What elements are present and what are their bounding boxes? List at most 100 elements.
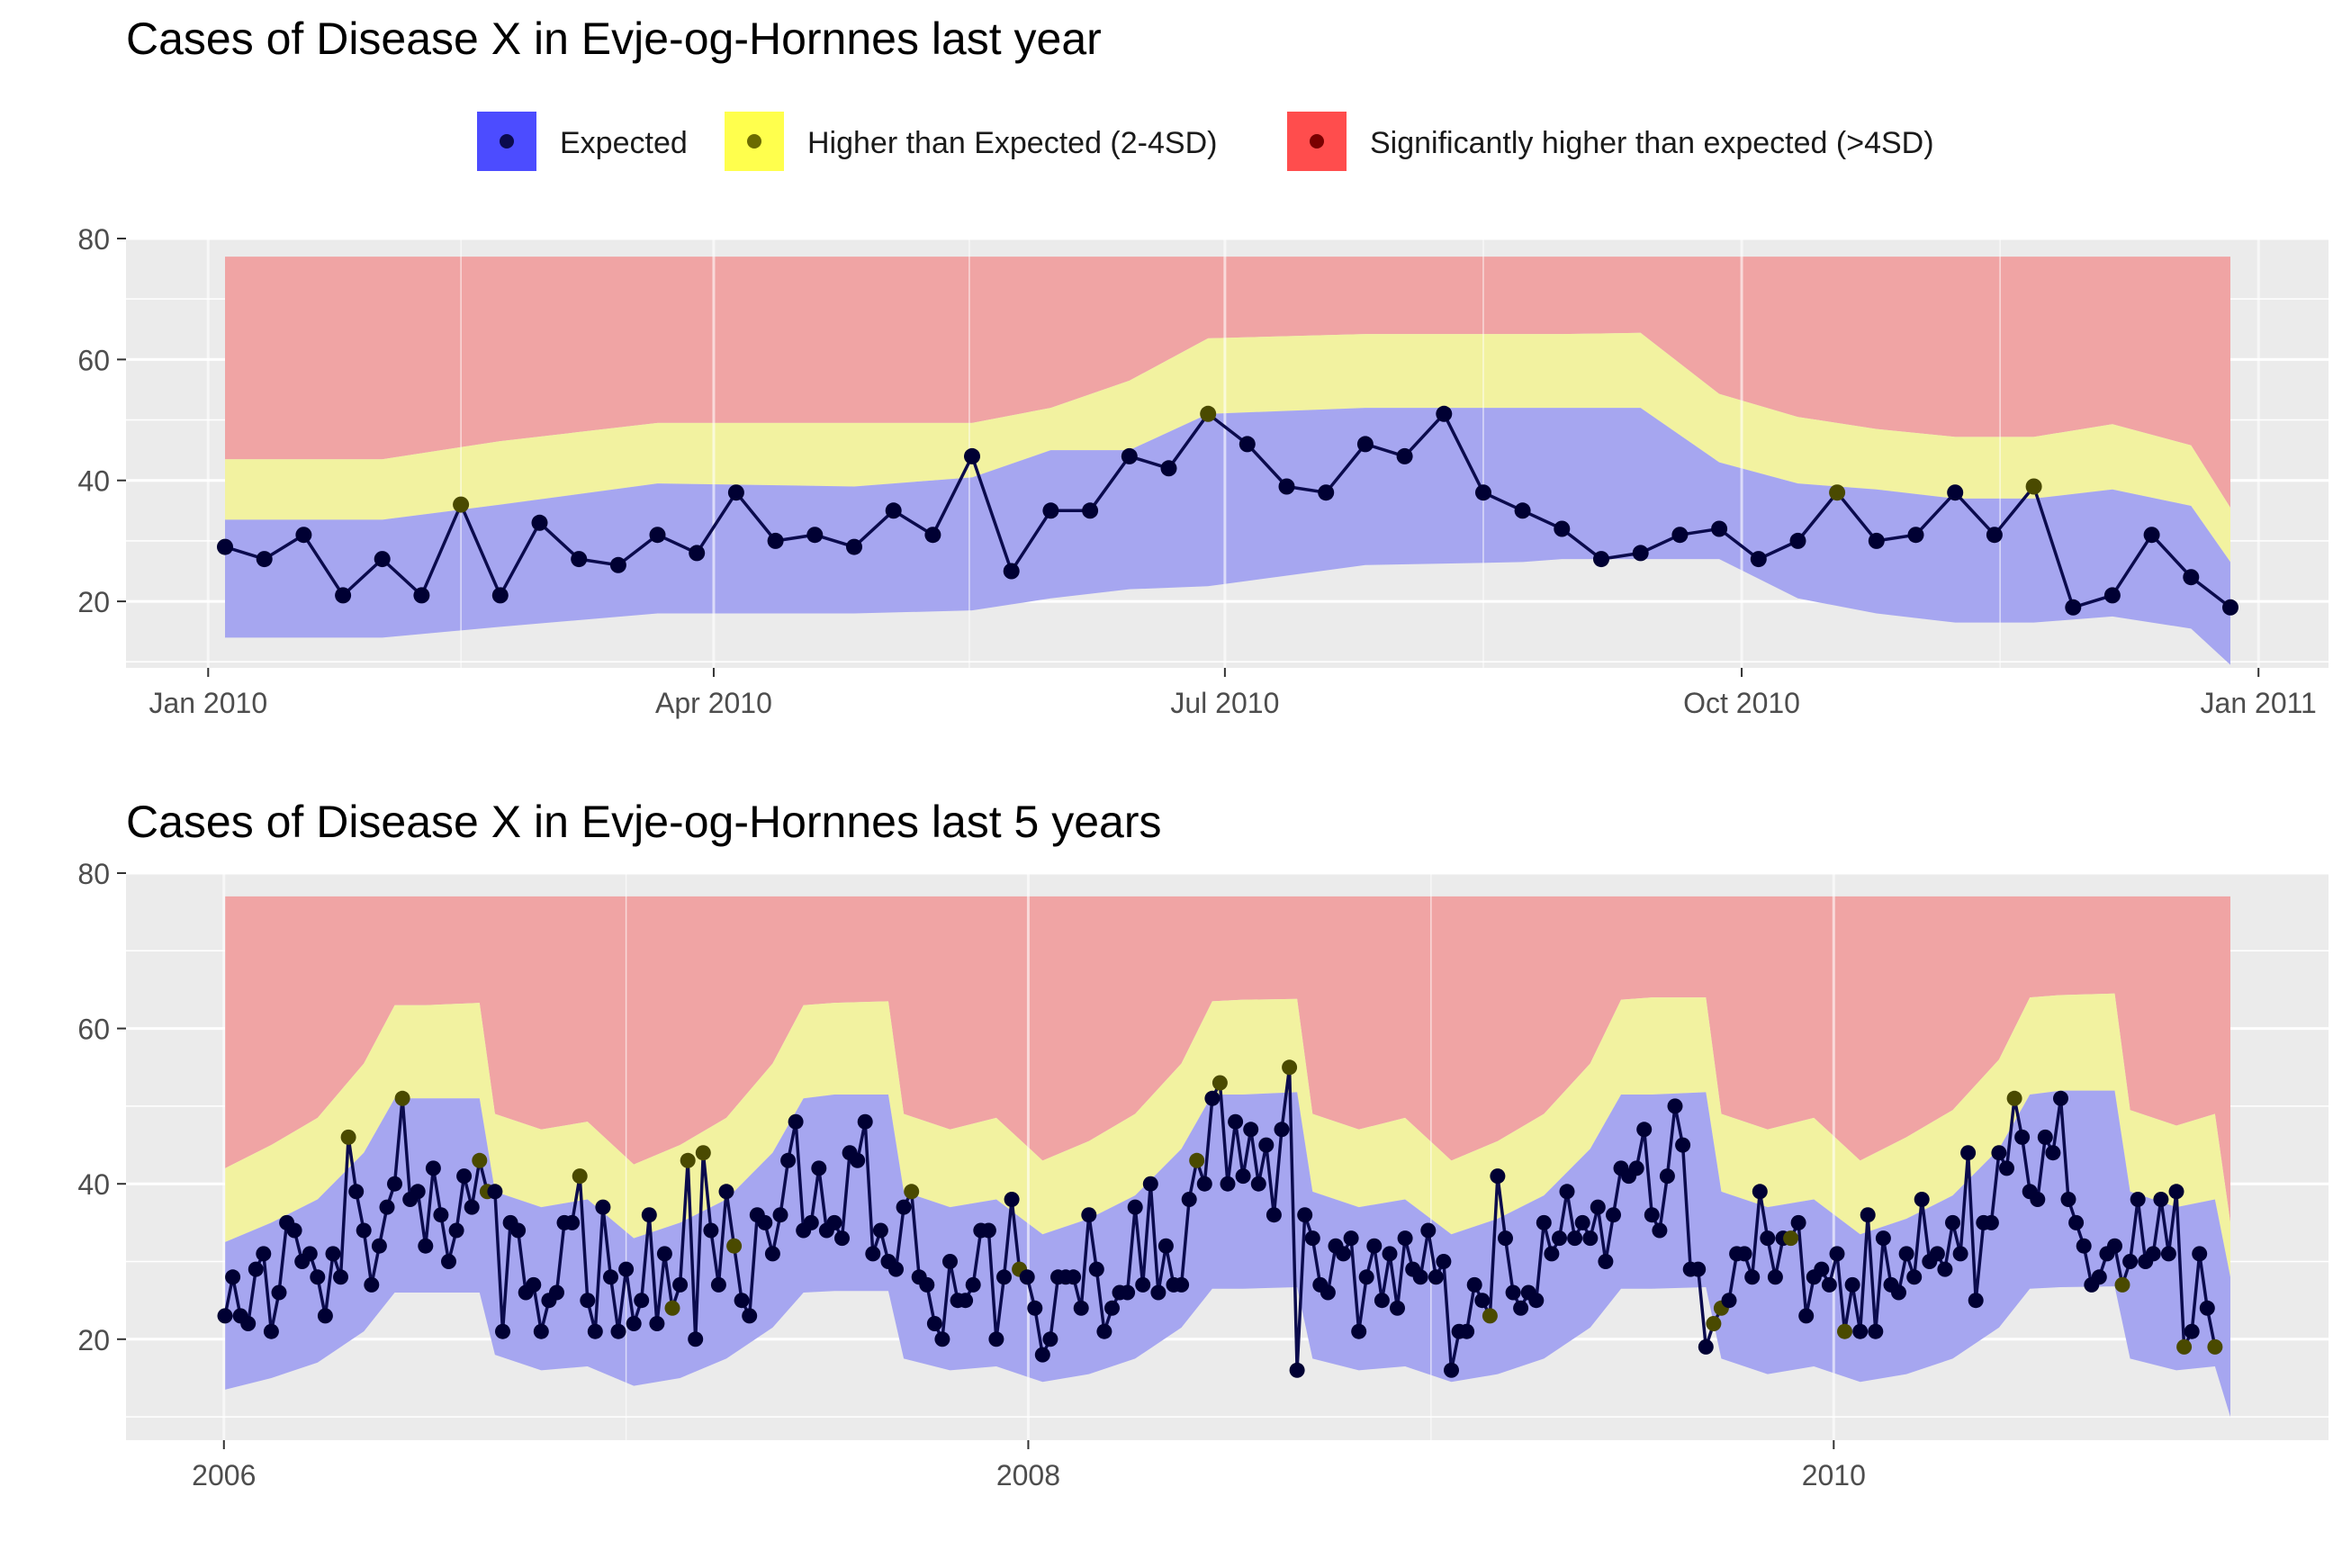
data-point [1397, 1230, 1413, 1247]
data-point [996, 1269, 1012, 1285]
data-point [1937, 1261, 1953, 1277]
data-point [1991, 1145, 2007, 1161]
data-point [896, 1199, 912, 1215]
data-point [1698, 1338, 1714, 1355]
data-point [780, 1152, 797, 1168]
data-point [1336, 1246, 1351, 1262]
data-point [1844, 1276, 1860, 1293]
data-point [1412, 1269, 1428, 1285]
data-point [2068, 1214, 2085, 1230]
data-point [1474, 1293, 1491, 1309]
data-point [1671, 527, 1689, 544]
data-point [271, 1284, 287, 1301]
data-point-higher [1829, 484, 1846, 501]
data-point [464, 1199, 480, 1215]
data-point [1250, 1176, 1266, 1192]
data-point [1852, 1323, 1869, 1339]
data-point [1544, 1246, 1560, 1262]
data-point [924, 527, 941, 544]
data-point [603, 1269, 618, 1285]
data-point [1390, 1300, 1405, 1316]
data-point [1081, 1207, 1097, 1223]
x-tick-label: Oct 2010 [1683, 687, 1800, 719]
x-tick-label: Jul 2010 [1170, 687, 1279, 719]
data-point [1554, 520, 1571, 537]
data-point-higher [2114, 1276, 2130, 1293]
x-tick-label: Apr 2010 [655, 687, 772, 719]
data-point [1675, 1137, 1691, 1153]
data-point [2168, 1184, 2184, 1200]
data-point [2103, 587, 2121, 604]
data-point [688, 1331, 704, 1347]
data-point-higher [1706, 1316, 1722, 1331]
data-point [1042, 502, 1059, 519]
data-point [2143, 527, 2160, 544]
data-point [734, 1293, 750, 1309]
data-point [1004, 1192, 1020, 1207]
legend: Expected Higher than Expected (2-4SD) Sign… [477, 112, 1934, 171]
data-point [1120, 1284, 1136, 1301]
data-point-higher [572, 1168, 588, 1185]
data-point [1906, 1269, 1923, 1285]
data-point [1459, 1323, 1475, 1339]
data-point [256, 551, 273, 568]
data-point [2122, 1254, 2139, 1269]
legend-label: Higher than Expected (2-4SD) [807, 126, 1217, 160]
data-point [2160, 1246, 2176, 1262]
data-point-higher [472, 1152, 488, 1168]
data-point [618, 1261, 635, 1277]
data-point-higher [664, 1300, 680, 1316]
data-point [1999, 1160, 2014, 1176]
legend-item: Significantly higher than expected (>4SD… [1287, 112, 1934, 171]
data-point [1289, 1362, 1305, 1378]
data-point [1986, 527, 2003, 544]
data-point [310, 1269, 326, 1285]
data-point [335, 587, 352, 604]
data-point [374, 551, 391, 568]
data-point [703, 1222, 719, 1239]
data-point [1559, 1184, 1575, 1200]
data-point [1789, 532, 1806, 549]
data-point [587, 1323, 603, 1339]
grid-overlay [222, 873, 1835, 1440]
data-point [885, 502, 902, 519]
data-point-higher [1189, 1152, 1205, 1168]
data-point [942, 1254, 958, 1269]
data-point [1019, 1269, 1035, 1285]
data-point [1228, 1113, 1244, 1130]
data-point [1644, 1207, 1660, 1223]
data-point [1744, 1269, 1761, 1285]
data-point [649, 527, 666, 544]
data-point [958, 1293, 974, 1309]
chart-last-year: Cases of Disease X in Evje-og-Hornnes la… [77, 14, 2328, 719]
data-point [1266, 1207, 1282, 1223]
data-point [571, 551, 588, 568]
data-point [1428, 1269, 1444, 1285]
data-point [803, 1214, 819, 1230]
data-point [1593, 551, 1609, 568]
data-point [2199, 1300, 2215, 1316]
data-point [1898, 1246, 1914, 1262]
legend-label: Significantly higher than expected (>4SD… [1370, 126, 1934, 160]
data-point [1278, 478, 1295, 495]
series-line [224, 412, 2232, 609]
data-point [491, 587, 509, 604]
data-point [1396, 447, 1413, 464]
data-point [1150, 1284, 1166, 1301]
data-point-higher [680, 1152, 696, 1168]
y-tick-label: 20 [77, 586, 110, 618]
data-point [295, 527, 312, 544]
data-point [1066, 1269, 1082, 1285]
data-point [2091, 1269, 2107, 1285]
data-point [1567, 1230, 1583, 1247]
data-point [364, 1276, 380, 1293]
series [217, 1059, 2223, 1378]
x-tick-label: 2010 [1802, 1459, 1866, 1491]
data-point [1721, 1293, 1737, 1309]
data-point [1790, 1214, 1806, 1230]
y-tick-label: 40 [77, 1168, 110, 1201]
threshold-bands [225, 257, 2230, 665]
data-point [806, 527, 824, 544]
data-point-higher [1200, 405, 1217, 422]
data-point [1196, 1176, 1212, 1192]
